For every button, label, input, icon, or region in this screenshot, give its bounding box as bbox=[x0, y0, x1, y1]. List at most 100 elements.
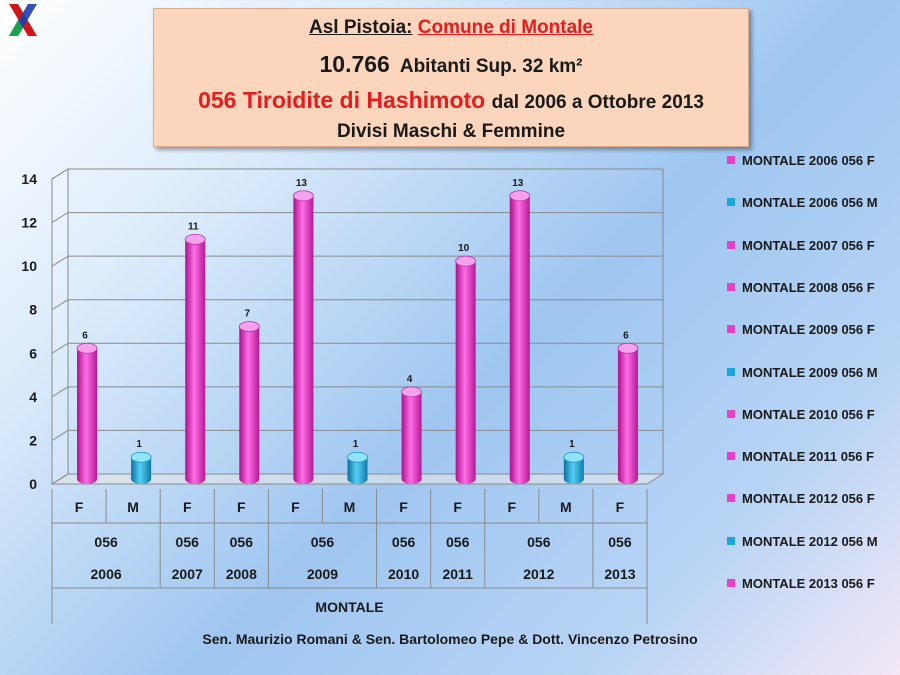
y-tick-label: 10 bbox=[21, 258, 37, 274]
sex-label: F bbox=[453, 499, 462, 515]
side-wall bbox=[51, 168, 69, 485]
sex-label: M bbox=[127, 499, 139, 515]
y-tick-label: 6 bbox=[29, 345, 37, 361]
gridline-diag bbox=[51, 473, 69, 485]
code-label: 056 bbox=[608, 534, 632, 550]
code-label: 056 bbox=[230, 534, 254, 550]
legend-label: MONTALE 2009 056 M bbox=[742, 364, 878, 380]
sex-label: F bbox=[237, 499, 246, 515]
sex-label: F bbox=[616, 499, 625, 515]
data-label: 6 bbox=[623, 330, 629, 341]
population-number: 10.766 bbox=[319, 51, 390, 77]
bar-top bbox=[293, 190, 314, 202]
year-label: 2013 bbox=[604, 566, 635, 582]
title-line-1: Asl Pistoia: Comune di Montale bbox=[154, 17, 748, 39]
data-label: 4 bbox=[407, 374, 413, 385]
legend-swatch bbox=[727, 494, 735, 503]
gridline-diag bbox=[51, 430, 69, 441]
year-label: 2007 bbox=[172, 566, 203, 582]
gridline-diag bbox=[51, 342, 69, 354]
y-tick-label: 14 bbox=[21, 171, 37, 187]
legend-swatch bbox=[727, 156, 735, 164]
y-tick-label: 12 bbox=[21, 215, 37, 231]
bar-top bbox=[617, 342, 639, 354]
bar-body bbox=[455, 261, 476, 484]
bar-2010-F: 4 bbox=[401, 374, 422, 484]
bar-top bbox=[76, 342, 98, 354]
legend-label: MONTALE 2007 056 F bbox=[742, 237, 875, 253]
gridline-diag bbox=[51, 386, 69, 398]
bar-2007-F: 11 bbox=[184, 221, 206, 484]
legend-swatch bbox=[727, 282, 735, 291]
legend-swatch bbox=[727, 367, 735, 376]
bar-body bbox=[617, 348, 638, 484]
code-label: 056 bbox=[392, 534, 416, 550]
legend-swatch bbox=[727, 198, 735, 207]
y-tick-label: 8 bbox=[29, 302, 37, 318]
bar-top bbox=[347, 451, 368, 463]
y-tick-label: 4 bbox=[29, 389, 37, 405]
x-logo: X bbox=[9, 4, 37, 36]
legend-label: MONTALE 2006 056 F bbox=[742, 153, 875, 168]
year-label: 2009 bbox=[307, 566, 338, 582]
bar-2006-M: 1 bbox=[130, 439, 152, 484]
population-rest: Abitanti Sup. 32 km² bbox=[399, 56, 583, 77]
legend-label: MONTALE 2010 056 F bbox=[742, 406, 875, 422]
legend-label: MONTALE 2012 056 F bbox=[742, 491, 875, 507]
back-wall bbox=[67, 168, 664, 475]
year-label: 2011 bbox=[442, 566, 473, 582]
bar-top bbox=[130, 451, 152, 463]
sex-label: M bbox=[344, 499, 356, 515]
bar-top bbox=[509, 190, 531, 202]
code-label: 056 bbox=[176, 534, 200, 550]
data-label: 11 bbox=[188, 221, 199, 232]
year-label: 2012 bbox=[523, 566, 554, 582]
title-line-2: 10.766 Abitanti Sup. 32 km² bbox=[154, 51, 748, 78]
bar-2008-F: 7 bbox=[238, 309, 260, 484]
asl-label: Asl Pistoia: bbox=[309, 17, 413, 38]
title-line-4: Divisi Maschi & Femmine bbox=[336, 121, 566, 142]
gridline-diag bbox=[51, 168, 69, 180]
bar-top bbox=[401, 386, 422, 398]
disease-label: 056 Tiroidite di Hashimoto bbox=[198, 87, 486, 113]
comune-label: Comune di Montale bbox=[417, 17, 593, 38]
bar-top bbox=[238, 321, 260, 332]
sex-label: F bbox=[507, 499, 516, 515]
legend-label: MONTALE 2012 056 M bbox=[742, 533, 878, 549]
x-axis-label: MONTALE bbox=[315, 599, 383, 615]
bar-2012-M: 1 bbox=[563, 439, 585, 484]
code-label: 056 bbox=[311, 534, 335, 550]
bar-2009-M: 1 bbox=[347, 439, 368, 484]
bar-2009-F: 13 bbox=[293, 178, 314, 485]
y-tick-label: 2 bbox=[29, 432, 37, 448]
bar-body bbox=[77, 348, 98, 484]
legend-swatch bbox=[727, 579, 735, 587]
legend-swatch bbox=[727, 240, 735, 249]
code-label: 056 bbox=[446, 534, 470, 550]
legend-label: MONTALE 2008 056 F bbox=[742, 279, 875, 295]
year-label: 2006 bbox=[91, 566, 122, 582]
legend-label: MONTALE 2009 056 F bbox=[742, 322, 875, 338]
code-label: 056 bbox=[94, 534, 118, 550]
bar-body bbox=[293, 195, 314, 485]
data-label: 1 bbox=[136, 439, 142, 450]
bar-body bbox=[239, 326, 260, 484]
period-label: dal 2006 a Ottobre 2013 bbox=[491, 92, 704, 113]
sex-label: F bbox=[399, 499, 408, 515]
bar-2006-F: 6 bbox=[76, 330, 98, 484]
bar-top bbox=[563, 451, 585, 463]
code-label: 056 bbox=[527, 534, 551, 550]
sex-label: F bbox=[183, 499, 192, 515]
sex-label: M bbox=[560, 499, 572, 515]
bar-body bbox=[185, 239, 206, 484]
bar-body bbox=[347, 457, 368, 484]
legend-swatch bbox=[727, 325, 735, 334]
legend-swatch bbox=[727, 452, 735, 461]
data-label: 10 bbox=[458, 243, 470, 254]
title-line-3: 056 Tiroidite di Hashimoto dal 2006 a Ot… bbox=[154, 87, 748, 114]
gridline-diag bbox=[51, 299, 69, 311]
legend-swatch bbox=[727, 409, 735, 418]
y-tick-label: 0 bbox=[29, 476, 37, 492]
data-label: 7 bbox=[245, 309, 251, 320]
